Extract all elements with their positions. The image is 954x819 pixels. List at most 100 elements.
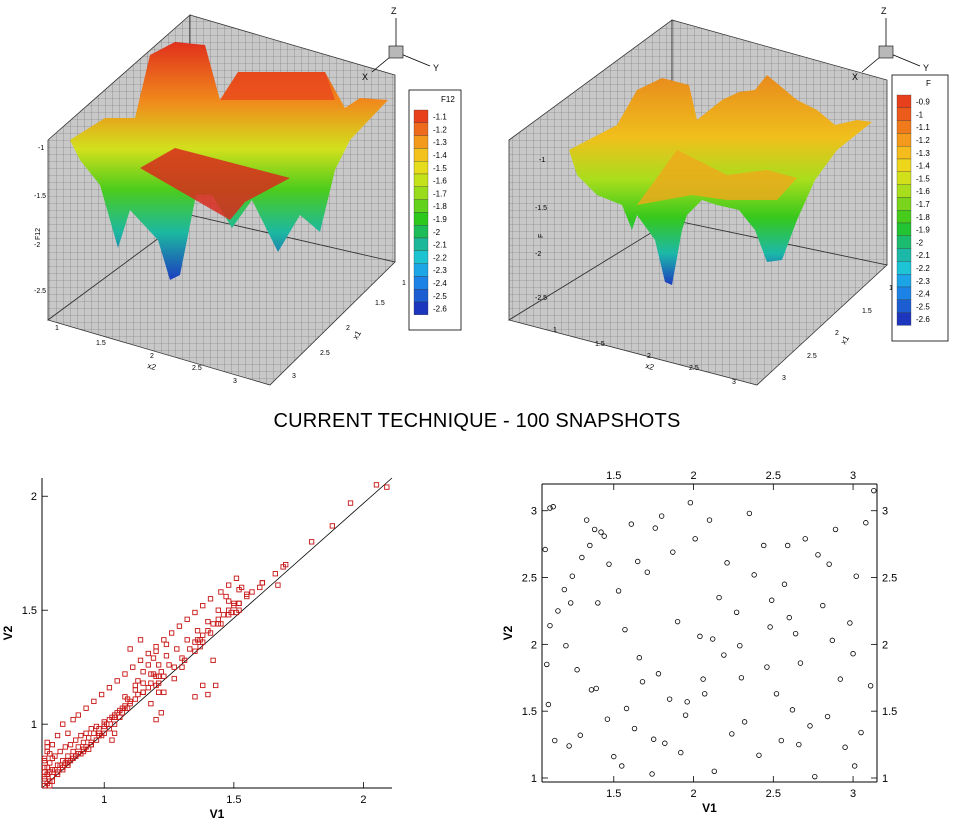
tick-label: -2.5 [535,295,547,302]
legend-label: -1.4 [433,151,447,160]
tick-label: 3 [292,373,296,380]
legend-label: -1.6 [433,177,447,186]
data-point [145,685,151,691]
legend-swatch [896,248,912,262]
legend-label: -2.2 [916,264,930,273]
data-point [655,671,662,677]
legend-swatch [896,274,912,288]
data-point [257,584,263,591]
data-point [83,730,89,736]
legend-swatch [413,237,429,251]
tick-label: -1 [539,157,545,164]
legend-swatch [413,122,429,136]
data-point [802,536,808,542]
data-point [187,646,193,652]
data-point [132,687,138,693]
tick-label: -1.5 [535,205,547,212]
data-point [161,673,167,679]
data-point [111,730,118,736]
data-point [111,714,118,720]
data-point [764,664,770,670]
data-point [156,673,162,679]
data-point [127,646,133,652]
data-point [545,701,552,708]
data-point [283,561,289,568]
legend-swatch [896,107,912,121]
data-point [384,484,390,490]
data-point [226,598,232,604]
legend-swatch [896,222,912,236]
data-point [631,725,638,732]
tick-label: 2 [150,353,154,360]
tick-label: 1 [55,325,59,332]
axis-y-ticks: 1 1.5 2 2.5 3 [782,285,893,382]
data-point [80,739,87,746]
legend-label: -1.7 [916,200,930,209]
data-point [662,740,668,746]
legend-label: -1.9 [433,215,447,224]
legend-label: -1.4 [916,162,930,171]
data-point [117,714,123,720]
triad-y-letter: Y [433,63,439,73]
data-point [547,622,553,629]
data-point [308,539,315,545]
legend-swatch [413,212,429,226]
data-point [583,517,590,523]
data-point [73,753,79,759]
data-point [197,644,203,650]
data-point [687,500,694,506]
data-point [132,682,138,689]
data-point [215,616,221,622]
data-point [231,600,237,607]
legend-swatch [413,250,429,264]
floor [47,214,396,386]
data-point [692,536,698,542]
x-tick-label: 2 [690,788,696,800]
data-point [733,609,740,615]
tick-label: 1.5 [862,308,872,315]
data-point [773,691,780,697]
legend-label: -2 [916,238,924,247]
legend-label: -1 [916,110,924,119]
data-point [135,691,141,698]
data-point [44,744,50,750]
data-point [721,652,727,658]
x-axis-label: x2 [146,361,157,372]
data-point [738,675,745,681]
x-tick-label-top: 2 [690,470,696,482]
data-point [83,705,89,711]
triad-y-letter: Y [923,63,929,73]
data-point [156,662,162,668]
data-point [863,520,869,526]
triad-cube-icon [878,45,894,59]
legend-label: -2.6 [433,305,447,314]
data-point [709,636,716,642]
data-point [62,744,68,750]
data-point [93,723,100,730]
data-point [65,762,71,768]
y-tick-label: 1 [531,773,537,785]
legend-label: -2.2 [433,253,447,262]
data-point [628,521,635,527]
data-point [184,637,190,643]
data-point [161,637,167,643]
legend-swatch [896,184,912,198]
data-point [215,621,221,627]
data-point [73,737,79,743]
data-point [249,589,255,595]
data-point [52,753,58,759]
legend-swatch [896,120,912,134]
x-axis-label: V1 [702,801,717,815]
data-point [851,763,858,769]
data-point [622,626,628,633]
data-point [176,623,183,629]
data-point [75,712,81,718]
legend-swatch [413,276,429,290]
data-point [244,593,250,600]
y-tick-label-right: 2 [882,639,888,651]
data-point [684,699,690,705]
surface-chart-f12: -1 -1.5 -2 -2.5 F12 1 1.5 2 2.5 3 x2 1 1… [34,6,462,386]
tick-label: 3 [782,375,786,382]
data-point [561,586,568,593]
data-point [65,753,71,759]
